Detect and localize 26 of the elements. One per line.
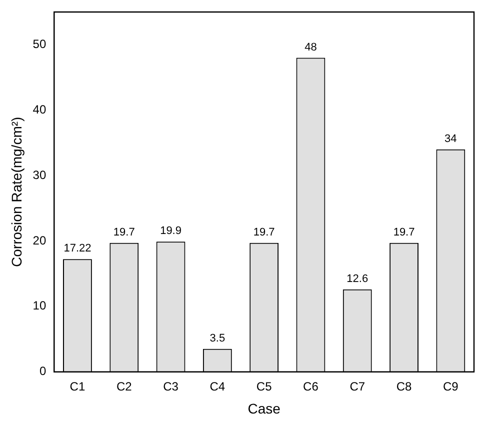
y-tick-label: 30 [32,168,46,182]
y-tick-label: 50 [32,37,46,52]
x-tick-label: C6 [303,379,319,394]
x-tick-label: C9 [443,379,459,394]
x-tick-label: C1 [70,379,86,394]
data-label: 19.9 [160,225,182,238]
x-axis-title: Case [248,400,281,416]
data-label: 17.22 [64,242,92,255]
data-label: 3.5 [210,332,226,344]
y-tick-label: 20 [32,233,46,248]
data-label: 12.6 [346,272,368,285]
y-tick-label: 10 [32,298,46,313]
x-tick-label: C4 [210,379,226,394]
y-tick-label: 40 [32,102,46,116]
x-tick-label: C5 [256,379,272,394]
data-label: 48 [304,41,317,54]
x-tick-label: C8 [396,379,412,394]
data-label: 19.7 [393,226,415,238]
x-tick-label: C3 [163,379,179,394]
data-label: 34 [444,132,457,145]
x-tick-label: C2 [116,379,132,394]
data-label: 19.7 [253,226,275,238]
x-tick-label: C7 [350,379,366,394]
y-tick-label: 0 [39,364,46,378]
data-label: 19.7 [113,226,135,238]
y-axis-title: Corrosion Rate(mg/cm²) [8,116,24,267]
